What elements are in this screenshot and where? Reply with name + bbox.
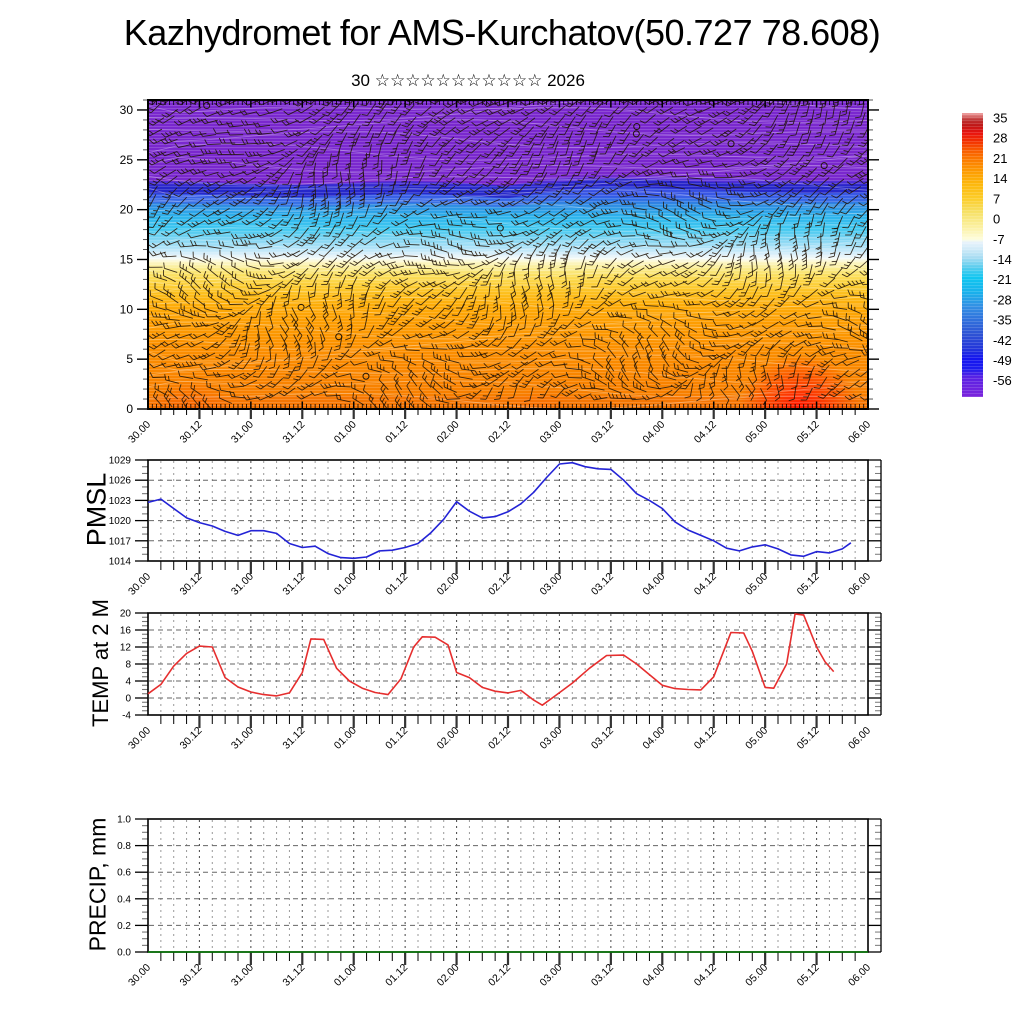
precip-panel: 0.00.20.40.60.81.030.00 30.12 31.00 31.12 01… — [117, 815, 882, 989]
svg-text:5: 5 — [126, 352, 133, 366]
svg-text:10: 10 — [120, 302, 134, 316]
page-title: Kazhydromet for AMS-Kurchatov(50.727 78.… — [123, 12, 881, 53]
shaded-temperature-field — [148, 100, 868, 409]
svg-text:30: 30 — [120, 103, 134, 117]
svg-text:0: 0 — [126, 402, 133, 416]
svg-text:15: 15 — [120, 252, 134, 266]
contour-streaks — [148, 100, 868, 409]
time-axis-title: 30 ☆☆☆☆☆☆☆☆☆☆☆ 2026 — [351, 71, 585, 90]
svg-text:20: 20 — [120, 203, 134, 217]
pmsl-panel-line — [147, 461, 852, 560]
svg-text:25: 25 — [120, 153, 134, 167]
temp-panel-line — [147, 613, 835, 707]
